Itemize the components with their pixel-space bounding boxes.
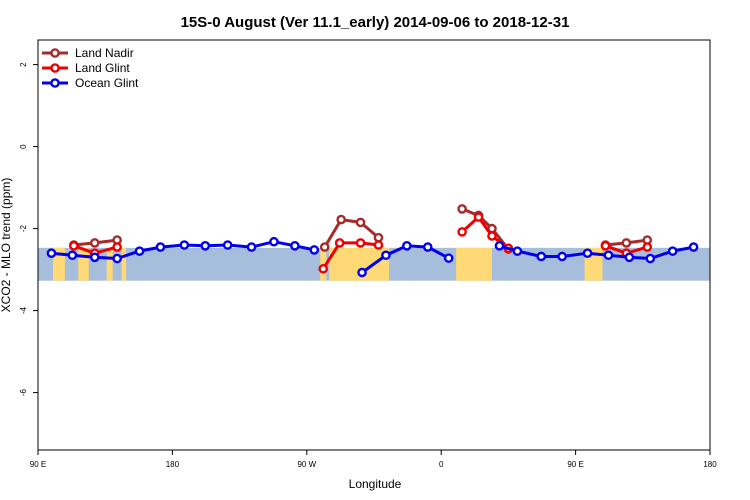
ocean-glint-point-1-1 bbox=[381, 250, 391, 261]
y-tick-label-1: 0 bbox=[19, 144, 28, 149]
land-nadir-point-1-1 bbox=[336, 214, 346, 225]
land-segment-2 bbox=[106, 247, 113, 281]
ocean-glint-point-2-0 bbox=[494, 241, 505, 251]
x-axis: 90 E 180 90 W 0 90 E 180 bbox=[30, 450, 717, 469]
x-tick-label-5: 180 bbox=[703, 460, 717, 469]
y-axis: 2 0 -2 -4 -6 bbox=[19, 62, 38, 396]
x-tick-label-1: 180 bbox=[166, 460, 180, 469]
legend-marker-ocean-glint bbox=[50, 78, 60, 88]
land-segment-1 bbox=[78, 247, 89, 281]
land-glint-point-1-2 bbox=[355, 238, 366, 248]
series-layer bbox=[46, 204, 699, 278]
x-axis-label: Longitude bbox=[349, 477, 402, 491]
legend-label-ocean-glint: Ocean Glint bbox=[75, 76, 139, 90]
legend-label-land-glint: Land Glint bbox=[75, 61, 130, 75]
y-tick-label-2: -2 bbox=[19, 224, 28, 232]
land-glint-point-1-1 bbox=[334, 238, 345, 248]
ocean-glint-point-2-6 bbox=[624, 252, 635, 263]
ocean-glint-point-0-9 bbox=[246, 242, 257, 252]
ocean-glint-point-0-2 bbox=[89, 252, 100, 263]
land-nadir-point-1-2 bbox=[355, 217, 366, 228]
ocean-glint-point-0-0 bbox=[46, 248, 57, 258]
land-segment-6 bbox=[456, 247, 492, 281]
land-glint-point-1-3 bbox=[373, 240, 384, 250]
ocean-glint-point-0-3 bbox=[112, 253, 122, 264]
ocean-glint-point-1-3 bbox=[422, 242, 433, 252]
land-nadir-line-1 bbox=[323, 218, 380, 248]
ocean-glint-point-2-1 bbox=[512, 246, 523, 256]
land-nadir-point-3-1 bbox=[621, 238, 632, 248]
ocean-glint-point-1-2 bbox=[402, 241, 412, 251]
y-tick-label-0: 2 bbox=[19, 62, 28, 67]
ocean-glint-point-0-7 bbox=[200, 241, 211, 251]
ocean-glint-point-2-4 bbox=[582, 248, 593, 258]
ocean-glint-point-2-9 bbox=[688, 242, 699, 252]
ocean-glint-point-0-6 bbox=[179, 240, 190, 250]
ocean-glint-point-0-11 bbox=[290, 241, 300, 251]
chart-title: 15S-0 August (Ver 11.1_early) 2014-09-06… bbox=[181, 14, 570, 31]
x-tick-label-0: 90 E bbox=[30, 460, 46, 469]
ocean-glint-point-2-2 bbox=[536, 251, 547, 262]
ocean-glint-point-2-3 bbox=[557, 251, 567, 262]
land-glint-point-3-0 bbox=[600, 241, 611, 251]
ocean-glint-line-2 bbox=[498, 244, 694, 260]
land-glint-point-1-0 bbox=[318, 263, 329, 274]
land-segment-0 bbox=[52, 247, 65, 281]
land-nadir-point-1-0 bbox=[319, 242, 330, 252]
land-nadir-line-2 bbox=[461, 207, 510, 251]
y-tick-label-4: -6 bbox=[19, 388, 28, 396]
land-glint-point-0-2 bbox=[112, 242, 122, 252]
x-tick-label-2: 90 W bbox=[297, 460, 316, 469]
land-nadir-point-0-1 bbox=[89, 238, 100, 248]
ocean-glint-point-0-10 bbox=[269, 236, 279, 247]
ocean-glint-point-0-1 bbox=[67, 250, 78, 261]
ocean-glint-point-1-0 bbox=[357, 267, 367, 278]
y-axis-label: XCO2 - MLO trend (ppm) bbox=[0, 178, 13, 313]
y-tick-label-3: -4 bbox=[19, 306, 28, 314]
land-glint-point-2-2 bbox=[487, 231, 497, 241]
ocean-glint-point-0-8 bbox=[222, 240, 233, 250]
land-glint-line-1 bbox=[321, 241, 379, 270]
ocean-glint-point-0-5 bbox=[155, 242, 166, 252]
ocean-glint-point-0-12 bbox=[309, 245, 320, 255]
land-segment-3 bbox=[121, 247, 127, 281]
x-tick-label-4: 90 E bbox=[567, 460, 583, 469]
land-glint-point-0-0 bbox=[69, 241, 79, 251]
ocean-glint-point-2-8 bbox=[667, 246, 678, 256]
land-nadir-point-2-0 bbox=[457, 204, 467, 214]
land-nadir-point-1-3 bbox=[373, 232, 384, 243]
plot-frame bbox=[37, 39, 711, 451]
ocean-glint-point-1-4 bbox=[443, 253, 454, 263]
legend-marker-land-glint bbox=[50, 63, 60, 73]
land-glint-point-2-0 bbox=[457, 227, 467, 237]
land-glint-point-2-1 bbox=[473, 212, 484, 222]
x-tick-label-3: 0 bbox=[439, 460, 444, 469]
legend-label-land-nadir: Land Nadir bbox=[75, 46, 134, 60]
ocean-glint-point-2-7 bbox=[645, 253, 656, 264]
ocean-glint-point-0-4 bbox=[134, 246, 145, 256]
ocean-glint-point-2-5 bbox=[603, 250, 614, 261]
land-glint-point-3-2 bbox=[642, 242, 653, 252]
legend-marker-land-nadir bbox=[50, 48, 60, 58]
